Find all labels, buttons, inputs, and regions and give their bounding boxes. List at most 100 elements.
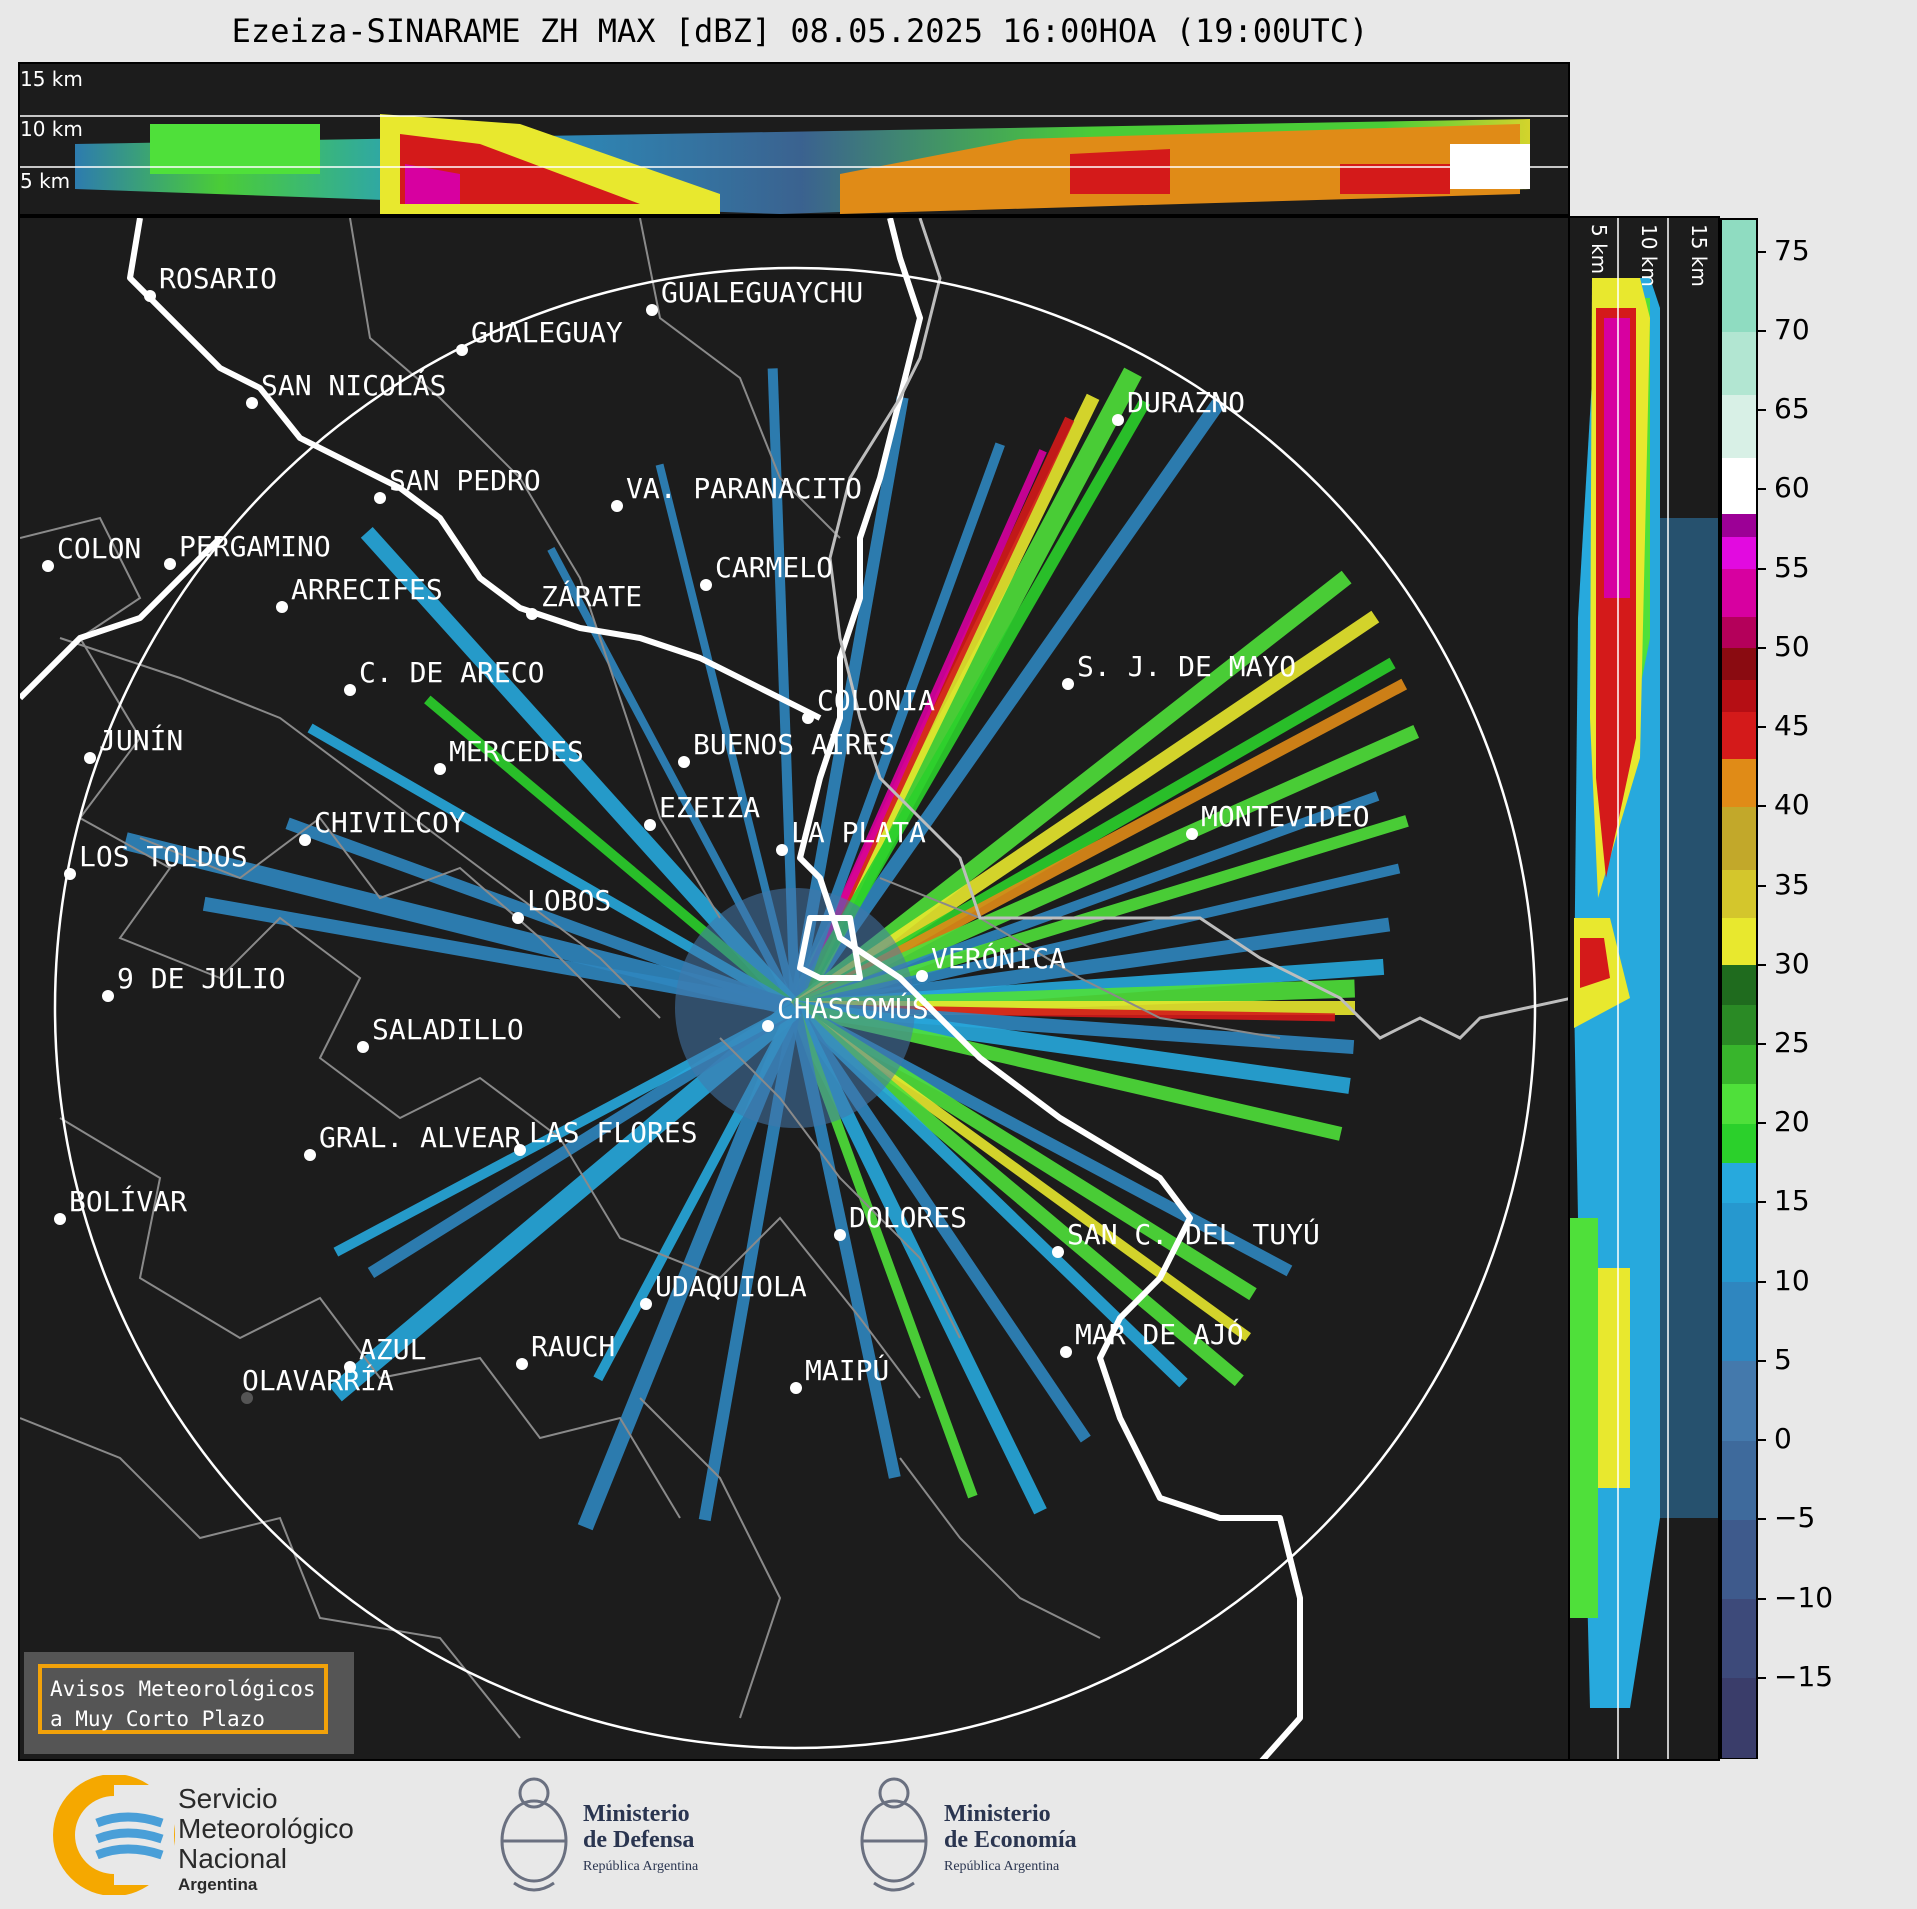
city-label: MAR DE AJÓ: [1075, 1317, 1244, 1351]
radar-beams: [123, 367, 1420, 1531]
side-cross-section-plot: 5 km 10 km 15 km: [1570, 218, 1718, 1759]
colorbar-segment: [1722, 647, 1756, 681]
colorbar-tick-label: 0: [1758, 1422, 1792, 1455]
city-marker: [526, 608, 538, 620]
smn-line-4: Argentina: [178, 1875, 258, 1894]
colorbar-segment: [1722, 869, 1756, 918]
city-marker: [42, 560, 54, 572]
colorbar-tick-label: 25: [1758, 1026, 1810, 1059]
map-title: Ezeiza-SINARAME ZH MAX [dBZ] 08.05.2025 …: [231, 12, 1369, 50]
city-label: PERGAMINO: [179, 530, 331, 563]
defensa-line-2: de Defensa: [583, 1827, 695, 1853]
radar-map-panel[interactable]: ROSARIO GUALEGUAYCHU GUALEGUAY SAN NICOLÁS D…: [18, 216, 1570, 1761]
city-marker: [646, 304, 658, 316]
city-marker: [246, 397, 258, 409]
radar-map: ROSARIO GUALEGUAYCHU GUALEGUAY SAN NICOLÁS D…: [20, 218, 1568, 1759]
city-marker: [762, 1020, 774, 1032]
city-label: SALADILLO: [372, 1013, 524, 1046]
colorbar-segment: [1722, 220, 1756, 332]
colorbar: [1720, 218, 1758, 1759]
radar-beam: [789, 397, 1226, 1013]
city-marker: [304, 1149, 316, 1161]
colorbar-tick-label: 20: [1758, 1105, 1810, 1138]
colorbar-tick-label: −5: [1757, 1501, 1815, 1534]
city-marker: [514, 1144, 526, 1156]
smn-line-3: Nacional: [178, 1843, 287, 1874]
province-boundaries: [20, 218, 1281, 1739]
warning-line-1: Avisos Meteorológicos: [50, 1677, 316, 1701]
colorbar-segment: [1722, 1519, 1756, 1600]
colorbar-segment: [1722, 1281, 1756, 1362]
city-label: VERÓNICA: [931, 941, 1066, 975]
city-marker: [1052, 1246, 1064, 1258]
city-label: GUALEGUAYCHU: [661, 276, 863, 309]
city-label: COLONIA: [817, 684, 935, 717]
city-marker: [1112, 414, 1124, 426]
city-marker: [1062, 678, 1074, 690]
city-marker: [834, 1229, 846, 1241]
city-marker: [700, 579, 712, 591]
side-cross-section-panel: 5 km 10 km 15 km: [1568, 216, 1720, 1761]
city-marker: [344, 684, 356, 696]
colorbar-tick-label: 65: [1758, 392, 1810, 425]
city-label: LAS FLORES: [529, 1116, 698, 1149]
colorbar-tick-label: 75: [1758, 234, 1810, 267]
warning-line-2: a Muy Corto Plazo: [50, 1707, 265, 1731]
smn-logo-icon: [53, 1775, 175, 1895]
colorbar-tick-label: 45: [1758, 709, 1810, 742]
colorbar-tick-label: 40: [1758, 788, 1810, 821]
city-label: BOLÍVAR: [69, 1184, 187, 1218]
colorbar-segment: [1722, 1360, 1756, 1441]
rio-de-la-plata-border: [828, 218, 1568, 1040]
city-marker: [644, 819, 656, 831]
colorbar-segment: [1722, 1004, 1756, 1045]
city-label: AZUL: [359, 1333, 426, 1366]
top-cross-section-plot: 15 km 10 km 5 km: [20, 67, 1568, 214]
colorbar-tick-label: −15: [1757, 1660, 1833, 1693]
colorbar-tick-label: −10: [1757, 1581, 1833, 1614]
city-label: GRAL. ALVEAR: [319, 1121, 521, 1154]
city-label: OLAVARRÍA: [242, 1363, 394, 1397]
city-marker: [64, 868, 76, 880]
city-label: 9 DE JULIO: [117, 962, 286, 995]
city-label: UDAQUIOLA: [655, 1270, 807, 1303]
city-marker: [299, 834, 311, 846]
city-label: COLON: [57, 532, 141, 565]
city-marker: [102, 990, 114, 1002]
colorbar-segment: [1722, 616, 1756, 649]
km-label-10: 10 km: [20, 117, 83, 141]
city-label: DURAZNO: [1127, 386, 1245, 419]
city-marker: [164, 558, 176, 570]
city-marker: [144, 290, 156, 302]
defensa-line-1: Ministerio: [583, 1801, 690, 1827]
city-marker: [241, 1392, 253, 1404]
city-label: CARMELO: [715, 551, 833, 584]
city-marker: [344, 1361, 356, 1373]
colorbar-segment: [1722, 1123, 1756, 1164]
warning-box[interactable]: Avisos Meteorológicos a Muy Corto Plazo: [24, 1652, 354, 1754]
city-marker: [516, 1358, 528, 1370]
city-label: LA PLATA: [791, 816, 926, 849]
colorbar-segment: [1722, 1083, 1756, 1124]
city-label: CHIVILCOY: [314, 806, 466, 839]
colorbar-segment: [1722, 394, 1756, 459]
city-label: SAN NICOLÁS: [261, 368, 446, 402]
side-km-label-10: 10 km: [1637, 224, 1661, 287]
city-label: ROSARIO: [159, 262, 277, 295]
city-marker: [611, 500, 623, 512]
km-label-5: 5 km: [20, 169, 70, 193]
city-marker: [790, 1382, 802, 1394]
economia-line-2: de Economía: [944, 1827, 1077, 1853]
colorbar-tick-label: 5: [1758, 1343, 1792, 1376]
city-label: BUENOS AIRES: [693, 728, 895, 761]
colorbar-segment: [1722, 917, 1756, 966]
city-marker: [802, 712, 814, 724]
defensa-line-3: República Argentina: [583, 1859, 699, 1874]
top-cross-section-panel: 15 km 10 km 5 km: [18, 62, 1570, 216]
city-marker: [434, 763, 446, 775]
colorbar-tick-label: 35: [1758, 868, 1810, 901]
coastlines-rivers: [20, 218, 1303, 1759]
radar-range-ring: [53, 266, 1537, 1750]
smn-line-2: Meteorológico: [178, 1813, 354, 1844]
colorbar-segment: [1722, 964, 1756, 1005]
